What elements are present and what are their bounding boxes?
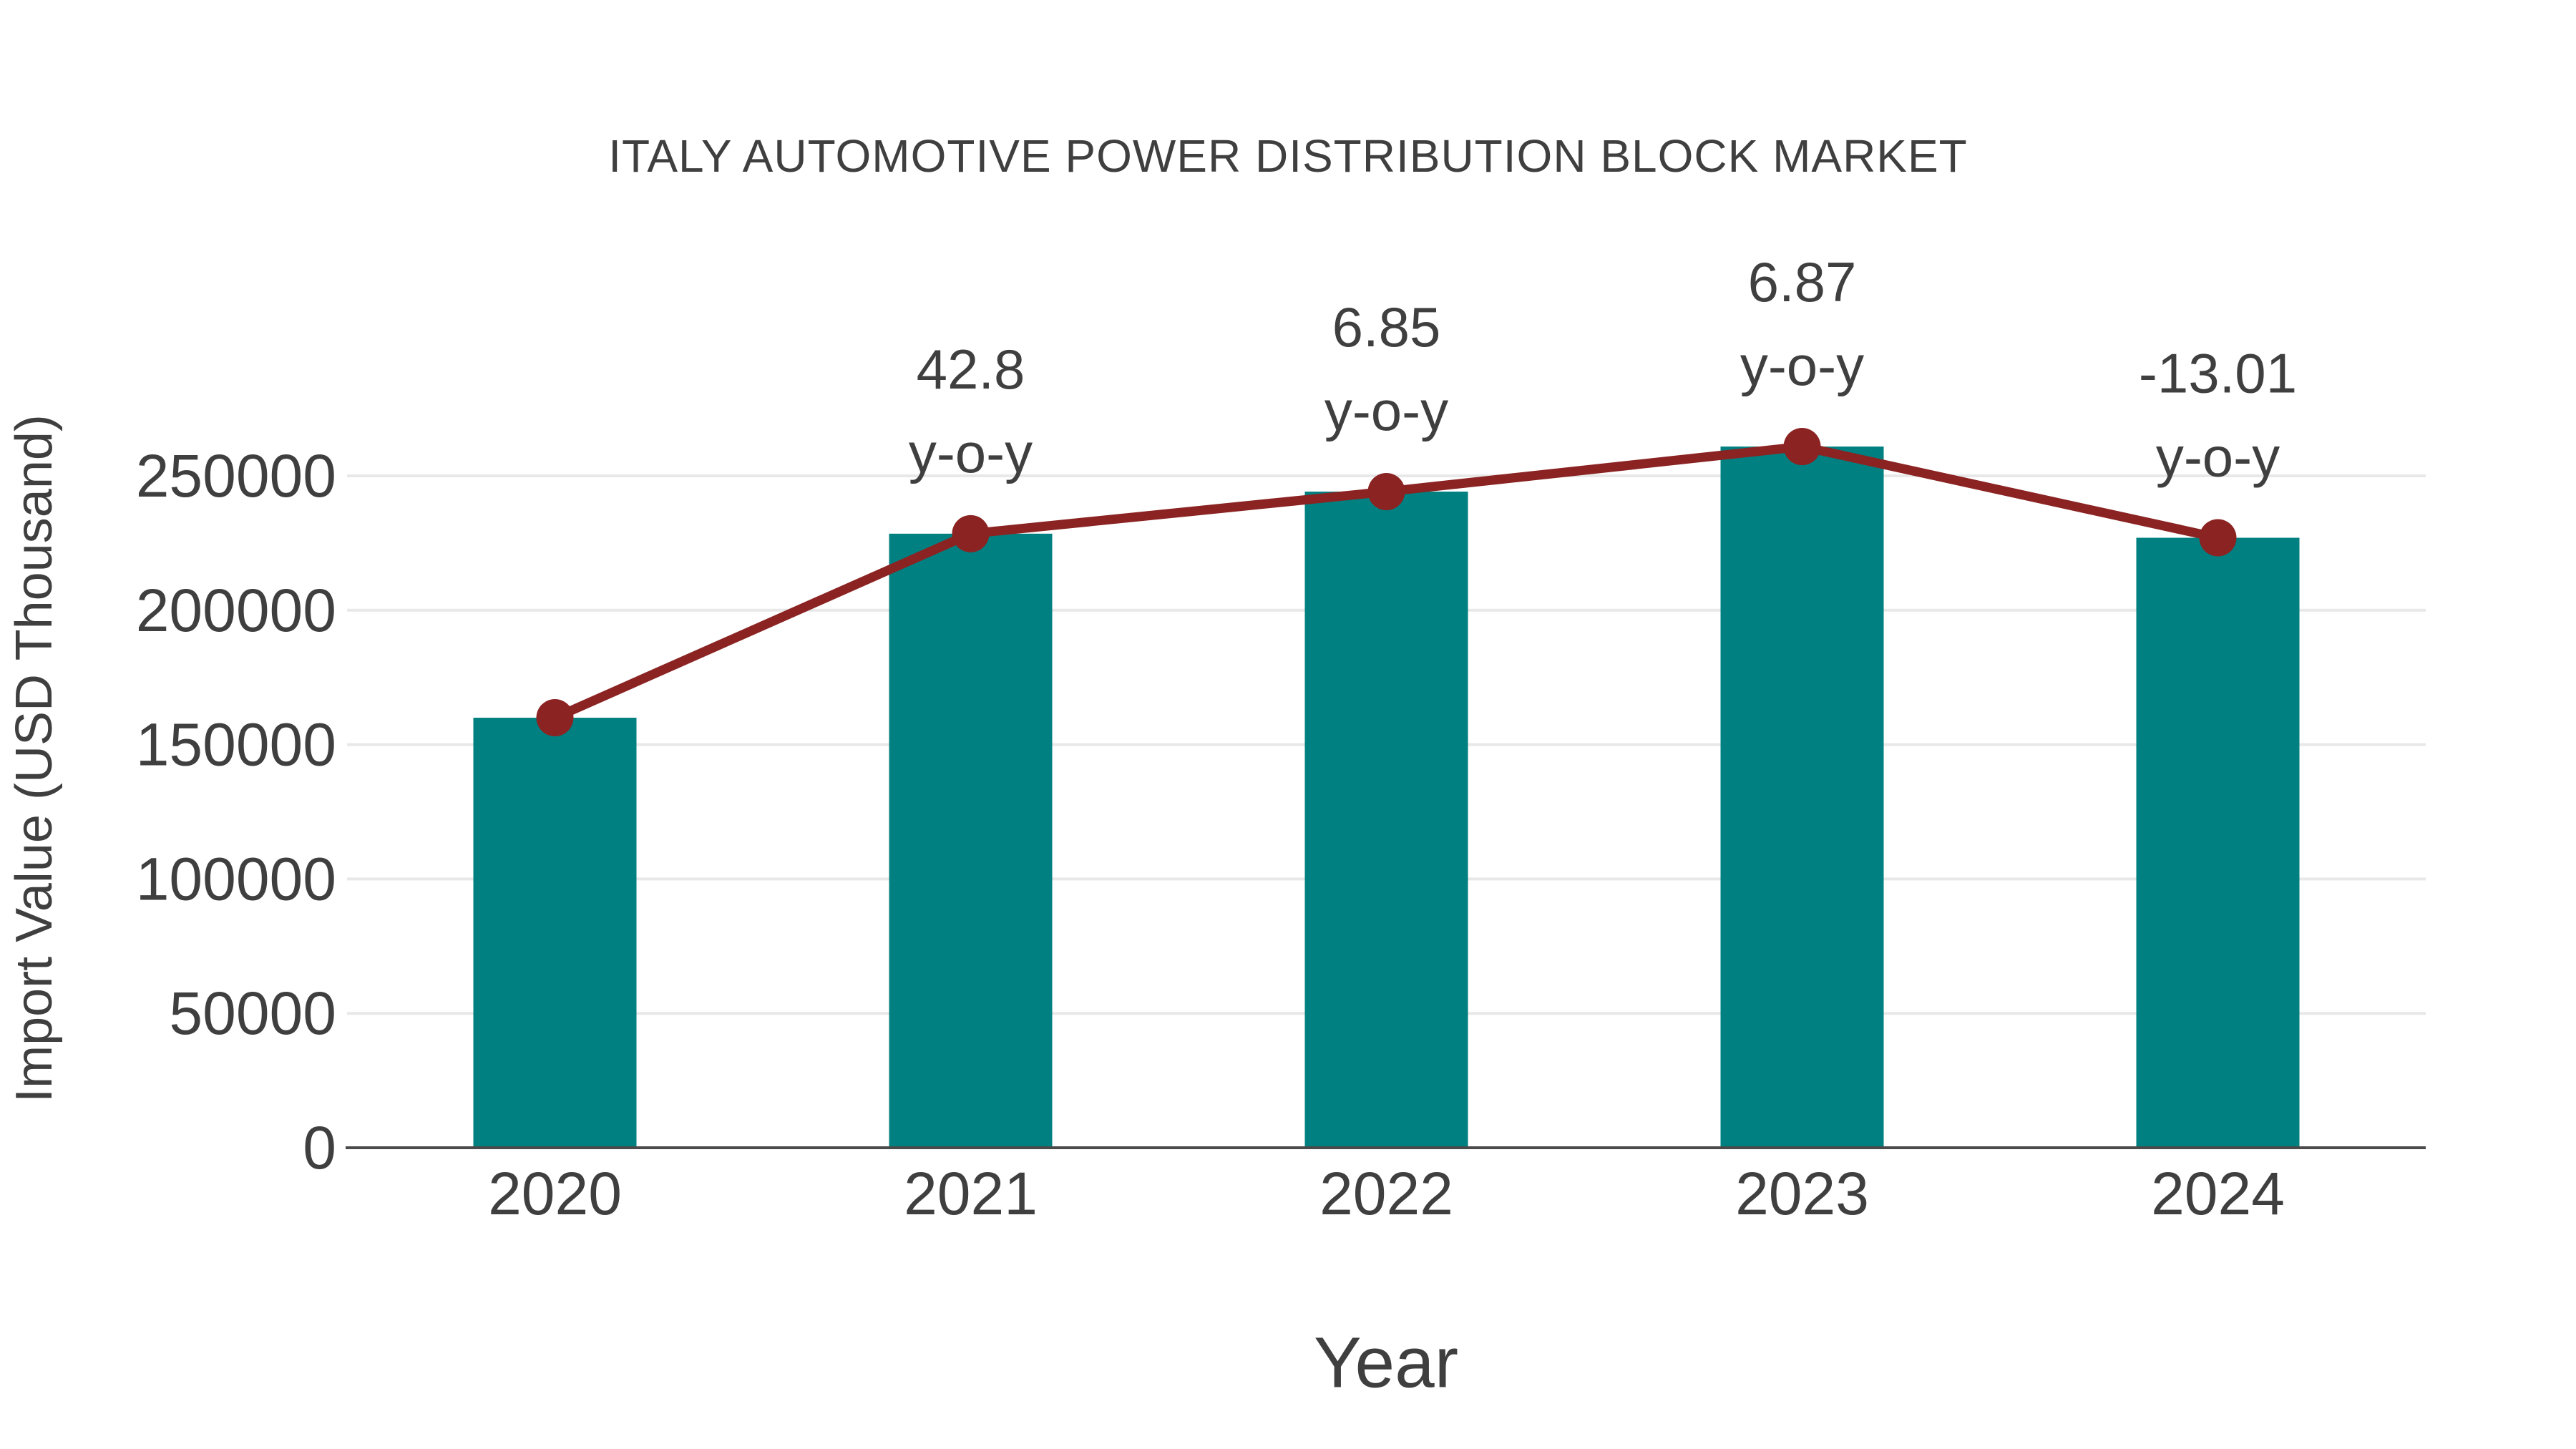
line-marker-2024 <box>2199 519 2237 557</box>
x-tick-label-2021: 2021 <box>904 1160 1038 1227</box>
line-marker-2022 <box>1367 473 1405 511</box>
x-tick-label-2022: 2022 <box>1319 1160 1453 1227</box>
annotation-suffix-2022: y-o-y <box>1324 379 1448 442</box>
annotation-suffix-2021: y-o-y <box>909 421 1033 484</box>
chart-title: ITALY AUTOMOTIVE POWER DISTRIBUTION BLOC… <box>608 130 1968 182</box>
y-tick-label-100000: 100000 <box>136 845 336 912</box>
x-tick-label-2020: 2020 <box>488 1160 622 1227</box>
y-tick-label-250000: 250000 <box>136 442 336 509</box>
bar-2020 <box>473 718 637 1148</box>
bar-2023 <box>1720 447 1884 1148</box>
x-tick-label-2023: 2023 <box>1735 1160 1869 1227</box>
line-marker-2020 <box>536 699 574 737</box>
y-tick-label-150000: 150000 <box>136 711 336 779</box>
y-tick-label-200000: 200000 <box>136 577 336 644</box>
x-axis-title: Year <box>1313 1322 1459 1403</box>
line-marker-2023 <box>1783 428 1821 466</box>
bar-2024 <box>2136 537 2300 1148</box>
annotation-value-2024: -13.01 <box>2139 342 2297 405</box>
annotation-value-2023: 6.87 <box>1748 250 1857 313</box>
bar-2021 <box>889 533 1053 1148</box>
bar-2022 <box>1304 492 1468 1148</box>
annotation-value-2022: 6.85 <box>1332 296 1441 358</box>
annotation-value-2021: 42.8 <box>917 338 1025 401</box>
y-tick-label-50000: 50000 <box>169 980 336 1047</box>
annotation-suffix-2024: y-o-y <box>2156 426 2280 489</box>
line-marker-2021 <box>952 514 990 552</box>
annotation-suffix-2023: y-o-y <box>1740 334 1864 397</box>
y-tick-label-0: 0 <box>303 1114 336 1181</box>
x-tick-label-2024: 2024 <box>2151 1160 2285 1227</box>
